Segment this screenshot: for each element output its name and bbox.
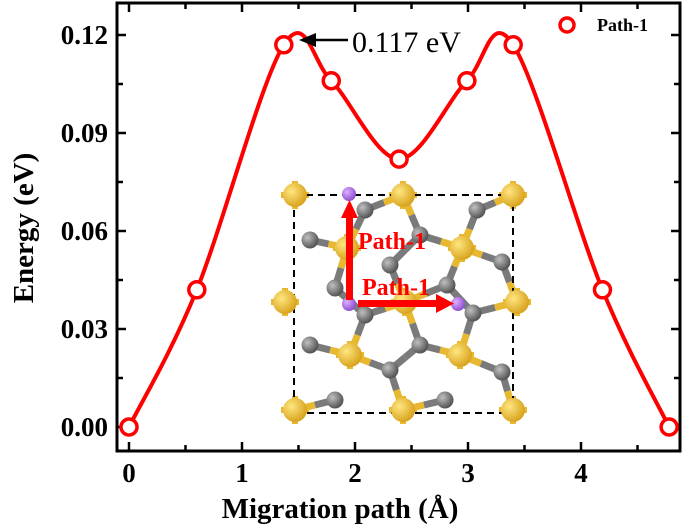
data-point-marker-icon (274, 35, 294, 55)
x-tick-label: 2 (348, 458, 362, 488)
lithium-atom-icon (451, 297, 465, 311)
sulfur-atom-icon (391, 183, 415, 207)
carbon-atom-icon (438, 276, 456, 294)
carbon-atom-icon (493, 363, 511, 381)
inset-label-path-vertical: Path-1 (358, 229, 426, 255)
carbon-atom-icon (356, 201, 374, 219)
data-point-marker-icon (592, 280, 613, 300)
carbon-atom-icon (436, 391, 454, 409)
sulfur-atom-icon (338, 343, 362, 367)
series-path-1-markers (119, 35, 679, 437)
inset-label-path-horizontal: Path-1 (362, 275, 430, 301)
sulfur-atom-icon (448, 343, 472, 367)
sulfur-atom-icon (501, 398, 525, 422)
carbon-atom-icon (468, 201, 486, 219)
carbon-atom-icon (411, 226, 429, 244)
carbon-atom-icon (356, 306, 374, 324)
sulfur-atom-icon (283, 398, 307, 422)
x-tick-label: 0 (122, 458, 136, 488)
y-tick-label: 0.06 (61, 216, 108, 246)
y-tick-label: 0.03 (61, 314, 108, 344)
x-tick-label: 1 (235, 458, 249, 488)
carbon-atom-icon (301, 231, 319, 249)
carbon-atom-icon (301, 336, 319, 354)
carbon-atom-icon (326, 279, 344, 297)
y-axis: 0.00 0.03 0.06 0.09 0.12 (61, 20, 680, 442)
sulfur-atom-icon (391, 398, 415, 422)
plot-frame (115, 1, 682, 453)
atoms (273, 183, 529, 422)
y-tick-label: 0.00 (61, 412, 108, 442)
data-point-marker-icon (389, 149, 409, 169)
lithium-atom-icon (342, 297, 356, 311)
x-axis-title: Migration path (Å) (222, 493, 459, 525)
annotation-text: 0.117 eV (352, 26, 461, 59)
y-tick-label: 0.12 (61, 20, 108, 50)
y-axis-title: Energy (eV) (8, 153, 40, 304)
migration-arrow-horizontal (358, 294, 454, 313)
sulfur-atom-icon (505, 290, 529, 314)
sulfur-atom-icon (273, 290, 297, 314)
sulfur-atom-icon (450, 236, 474, 260)
peak-annotation: 0.117 eV (299, 26, 461, 59)
legend: Path-1 (558, 15, 648, 35)
x-tick-label: 4 (574, 458, 588, 488)
data-point-marker-icon (457, 70, 477, 91)
data-point-marker-icon (321, 70, 342, 91)
x-tick-label: 3 (461, 458, 475, 488)
data-point-marker-icon (659, 417, 679, 437)
lithium-atom-icon (342, 187, 356, 201)
x-axis: 0 1 2 3 4 (122, 3, 639, 488)
carbon-atom-icon (493, 253, 511, 271)
carbon-atom-icon (411, 336, 429, 354)
atomic-structure-inset: Path-1 Path-1 (271, 181, 531, 424)
data-point-marker-icon (119, 417, 139, 437)
sulfur-atom-icon (283, 183, 307, 207)
annotation-arrow-head-icon (299, 33, 316, 47)
data-point-marker-icon (187, 280, 207, 300)
legend-marker-icon (558, 16, 576, 34)
y-tick-label: 0.09 (61, 118, 108, 148)
carbon-atom-icon (381, 256, 399, 274)
migration-arrow-vertical (341, 200, 358, 300)
data-point-marker-icon (503, 35, 523, 55)
carbon-atom-icon (381, 361, 399, 379)
carbon-atom-icon (326, 391, 344, 409)
carbon-atom-icon (464, 304, 482, 322)
sulfur-atom-icon (501, 183, 525, 207)
legend-label: Path-1 (597, 15, 648, 35)
